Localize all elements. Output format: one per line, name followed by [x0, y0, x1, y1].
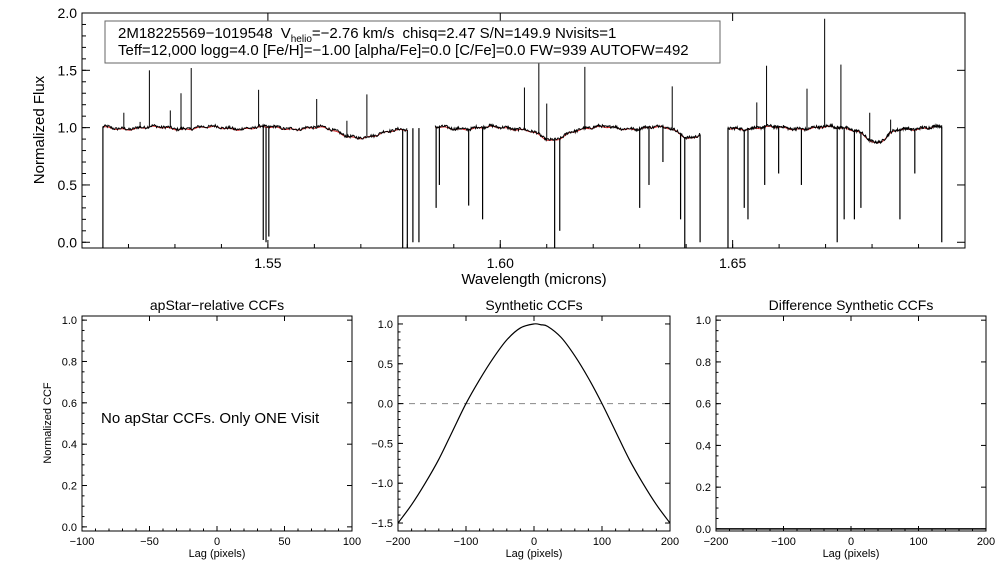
synthetic-ccf-x-axis-label: Lag (pixels)	[506, 548, 563, 560]
spectrum-axes-frame	[81, 12, 966, 249]
header-box-frame	[104, 20, 721, 64]
header-star-id: 2M18225569−1019548	[118, 25, 273, 42]
synthetic-ccf-ticks: −200 −100 0 100 200 −1.5 −1.0 −0.5 0.0 0.5 1.0	[371, 315, 679, 548]
difference-ccf-y-tick-label: 0.8	[696, 357, 711, 369]
apstar-ccf-y-tick-label: 0.6	[62, 398, 77, 410]
spectrum-y-tick-label: 0.5	[58, 177, 78, 193]
header-v-symbol: V	[281, 25, 291, 42]
apstar-ccf-x-tick-label: 0	[214, 536, 220, 548]
apstar-ccf-x-tick-label: −100	[70, 536, 95, 548]
apstar-ccf-y-tick-label: 0.4	[62, 439, 77, 451]
apstar-ccf-panel: apStar−relative CCFs −100 −50 0 50 100 0.0 0.2…	[42, 297, 361, 560]
difference-ccf-x-tick-label: 200	[977, 536, 995, 548]
header-v-value: =−2.76 km/s	[312, 25, 395, 42]
apstar-ccf-x-tick-label: 50	[278, 536, 290, 548]
apstar-ccf-ticks: −100 −50 0 50 100 0.0 0.2 0.4 0.6 0.8 1.0	[62, 315, 361, 548]
apstar-ccf-annotation: No apStar CCFs. Only ONE Visit	[101, 410, 320, 427]
header-line-1: 2M18225569−1019548 Vhelio=−2.76 km/s chisq…	[118, 25, 616, 45]
difference-ccf-x-axis-label: Lag (pixels)	[823, 548, 880, 560]
header-v-subscript: helio	[291, 34, 313, 45]
apstar-ccf-x-tick-label: −50	[140, 536, 159, 548]
difference-ccf-y-tick-label: 0.4	[696, 440, 711, 452]
observed-spectrum-line	[727, 123, 943, 145]
spectrum-x-tick-label: 1.55	[254, 255, 281, 271]
apstar-ccf-title: apStar−relative CCFs	[150, 297, 284, 313]
spectrum-ticks: 1.55 1.60 1.65 0.0 0.5 1.0 1.5 2.0	[58, 5, 966, 271]
observed-spectrum-line	[102, 123, 408, 140]
difference-ccf-y-tick-label: 0.0	[696, 524, 711, 536]
synthetic-ccf-line	[397, 323, 671, 524]
synthetic-ccf-y-tick-label: −0.5	[371, 438, 393, 450]
spectrum-x-axis-label: Wavelength (microns)	[461, 271, 606, 288]
synthetic-ccf-x-tick-label: 200	[661, 536, 679, 548]
header-stats: chisq=2.47 S/N=149.9 Nvisits=1	[402, 25, 616, 42]
difference-ccf-x-tick-label: 100	[909, 536, 927, 548]
spectrum-panel: 1.55 1.60 1.65 0.0 0.5 1.0 1.5 2.0 2M18225569−1…	[31, 5, 966, 288]
spectrum-x-tick-label: 1.65	[719, 255, 746, 271]
synthetic-ccf-plot-area	[397, 323, 671, 524]
synthetic-ccf-y-tick-label: 0.0	[378, 399, 393, 411]
synthetic-ccf-title: Synthetic CCFs	[485, 297, 582, 313]
difference-ccf-y-tick-label: 1.0	[696, 315, 711, 327]
synthetic-ccf-y-tick-label: −1.5	[371, 518, 393, 530]
difference-ccf-title: Difference Synthetic CCFs	[769, 297, 934, 313]
spectrum-y-tick-label: 2.0	[58, 5, 78, 21]
synthetic-ccf-panel: Synthetic CCFs −200 −100 0 100 200 −1.5 −1.0 −0…	[371, 297, 679, 560]
spectrum-y-tick-label: 0.0	[58, 234, 78, 250]
spectrum-y-axis-label: Normalized Flux	[31, 75, 48, 184]
synthetic-ccf-y-tick-label: −1.0	[371, 478, 393, 490]
synthetic-ccf-x-tick-label: 100	[593, 536, 611, 548]
difference-ccf-panel: Difference Synthetic CCFs −200 −100 0 100 20…	[696, 297, 995, 560]
synthetic-ccf-x-tick-label: −100	[454, 536, 479, 548]
apstar-ccf-y-axis-label: Normalized CCF	[42, 382, 54, 464]
difference-ccf-x-tick-label: −200	[704, 536, 729, 548]
spectrum-header-box: 2M18225569−1019548 Vhelio=−2.76 km/s chisq…	[104, 20, 721, 64]
difference-ccf-x-tick-label: −100	[771, 536, 796, 548]
difference-ccf-y-tick-label: 0.2	[696, 482, 711, 494]
difference-ccf-ticks: −200 −100 0 100 200 0.0 0.2 0.4 0.6 0.8 1.0	[696, 315, 995, 548]
difference-ccf-y-tick-label: 0.6	[696, 399, 711, 411]
apstar-ccf-y-tick-label: 0.0	[62, 522, 77, 534]
spectrum-x-tick-label: 1.60	[487, 255, 514, 271]
apstar-ccf-y-tick-label: 1.0	[62, 315, 77, 327]
observed-spectrum-line	[434, 123, 701, 142]
synthetic-ccf-y-tick-label: 0.5	[378, 359, 393, 371]
apstar-ccf-y-tick-label: 0.2	[62, 481, 77, 493]
synthetic-ccf-x-tick-label: 0	[531, 536, 537, 548]
header-line-2: Teff=12,000 logg=4.0 [Fe/H]=−1.00 [alpha…	[118, 42, 689, 59]
synthetic-ccf-y-tick-label: 1.0	[378, 319, 393, 331]
spectrum-y-tick-label: 1.5	[58, 62, 78, 78]
apstar-ccf-y-tick-label: 0.8	[62, 356, 77, 368]
spectrum-y-tick-label: 1.0	[58, 120, 78, 136]
apstar-ccf-x-axis-label: Lag (pixels)	[189, 548, 246, 560]
difference-ccf-x-tick-label: 0	[848, 536, 854, 548]
synthetic-ccf-x-tick-label: −200	[386, 536, 411, 548]
apstar-ccf-x-tick-label: 100	[343, 536, 361, 548]
spectrum-plot-area	[102, 18, 943, 248]
